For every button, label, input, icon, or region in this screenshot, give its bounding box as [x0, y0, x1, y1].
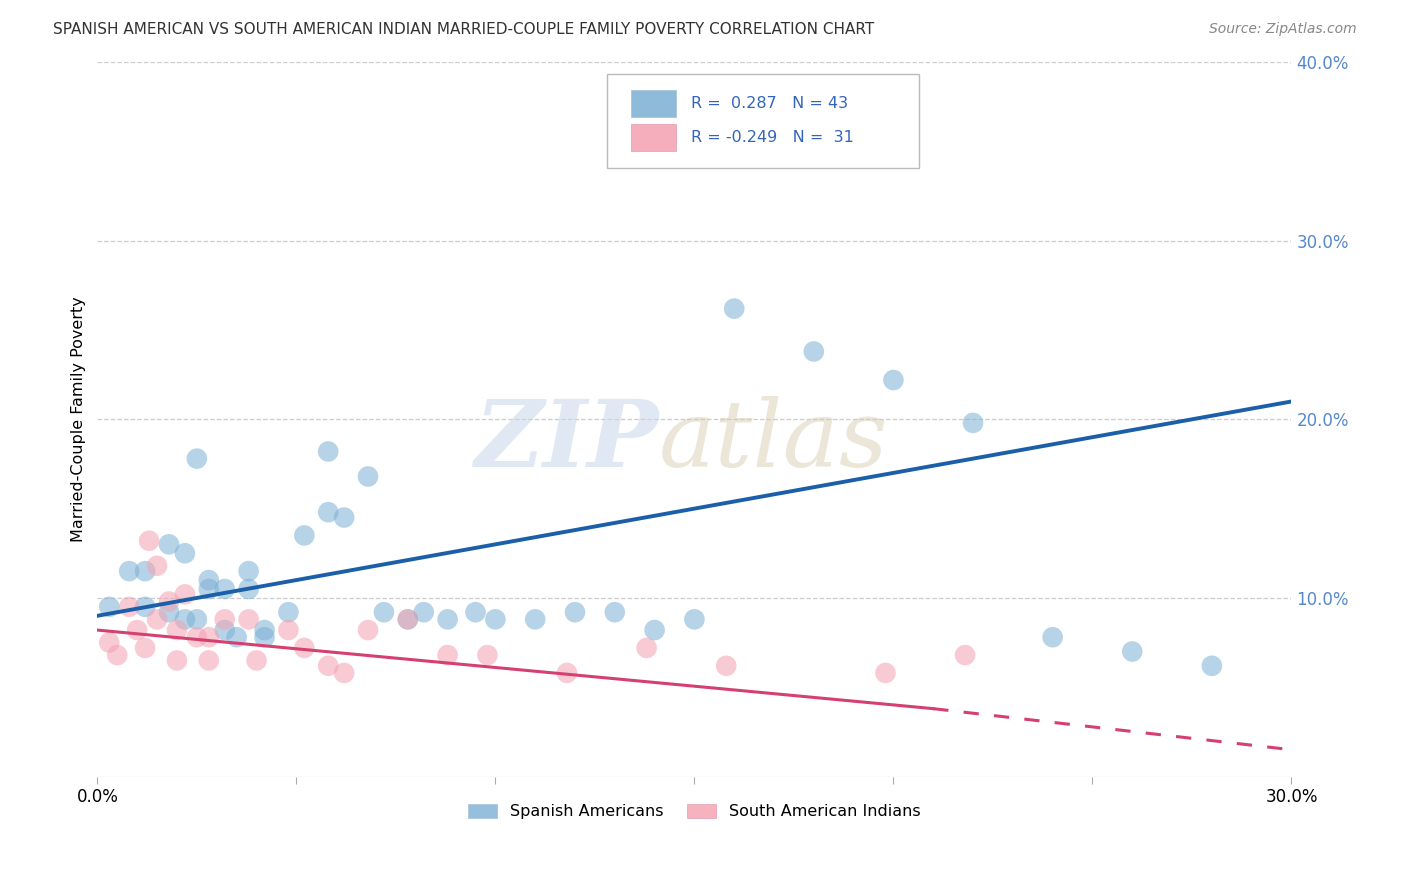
Point — [98, 635, 121, 649]
Point — [953, 648, 976, 662]
Point — [186, 451, 208, 466]
Point — [214, 612, 236, 626]
Point — [716, 658, 738, 673]
Point — [157, 594, 180, 608]
Point — [105, 648, 128, 662]
Point — [464, 605, 486, 619]
Point — [683, 612, 706, 626]
Point — [564, 605, 586, 619]
Point — [186, 612, 208, 626]
Point — [166, 623, 188, 637]
Text: Source: ZipAtlas.com: Source: ZipAtlas.com — [1209, 22, 1357, 37]
Point — [214, 623, 236, 637]
Point — [134, 640, 156, 655]
Text: atlas: atlas — [658, 396, 889, 486]
Point — [882, 373, 904, 387]
Point — [134, 564, 156, 578]
Point — [723, 301, 745, 316]
Point — [146, 558, 169, 573]
Point — [118, 564, 141, 578]
Point — [118, 599, 141, 614]
Point — [396, 612, 419, 626]
Point — [238, 564, 260, 578]
Y-axis label: Married-Couple Family Poverty: Married-Couple Family Poverty — [72, 296, 86, 542]
Point — [292, 528, 315, 542]
Point — [166, 653, 188, 667]
Point — [174, 546, 197, 560]
Point — [636, 640, 658, 655]
Point — [875, 665, 897, 680]
Point — [198, 573, 221, 587]
Point — [316, 658, 339, 673]
Text: R =  0.287   N = 43: R = 0.287 N = 43 — [690, 96, 848, 112]
Point — [316, 505, 339, 519]
Point — [436, 648, 458, 662]
Point — [436, 612, 458, 626]
Point — [316, 444, 339, 458]
Point — [253, 630, 276, 644]
Point — [292, 640, 315, 655]
Point — [138, 533, 160, 548]
Point — [253, 623, 276, 637]
Point — [214, 582, 236, 596]
Point — [333, 665, 356, 680]
Point — [198, 630, 221, 644]
FancyBboxPatch shape — [631, 90, 676, 117]
Point — [157, 537, 180, 551]
FancyBboxPatch shape — [631, 124, 676, 151]
Point — [134, 599, 156, 614]
Text: ZIP: ZIP — [474, 396, 658, 486]
Point — [1121, 644, 1143, 658]
Point — [146, 612, 169, 626]
Point — [198, 582, 221, 596]
Point — [174, 587, 197, 601]
Point — [484, 612, 506, 626]
Point — [1201, 658, 1223, 673]
Point — [1042, 630, 1064, 644]
Point — [198, 653, 221, 667]
Point — [277, 623, 299, 637]
Point — [357, 469, 380, 483]
Point — [962, 416, 984, 430]
Point — [174, 612, 197, 626]
Point — [127, 623, 149, 637]
Point — [157, 605, 180, 619]
Point — [524, 612, 547, 626]
Point — [225, 630, 247, 644]
Point — [238, 582, 260, 596]
Point — [186, 630, 208, 644]
Point — [412, 605, 434, 619]
FancyBboxPatch shape — [607, 74, 920, 168]
Point — [555, 665, 578, 680]
Point — [238, 612, 260, 626]
Point — [98, 599, 121, 614]
Point — [803, 344, 825, 359]
Text: R = -0.249   N =  31: R = -0.249 N = 31 — [690, 129, 853, 145]
Point — [245, 653, 267, 667]
Point — [644, 623, 666, 637]
Point — [373, 605, 395, 619]
Point — [277, 605, 299, 619]
Point — [603, 605, 626, 619]
Text: SPANISH AMERICAN VS SOUTH AMERICAN INDIAN MARRIED-COUPLE FAMILY POVERTY CORRELAT: SPANISH AMERICAN VS SOUTH AMERICAN INDIA… — [53, 22, 875, 37]
Point — [333, 510, 356, 524]
Legend: Spanish Americans, South American Indians: Spanish Americans, South American Indian… — [463, 797, 927, 826]
Point — [396, 612, 419, 626]
Point — [357, 623, 380, 637]
Point — [477, 648, 499, 662]
